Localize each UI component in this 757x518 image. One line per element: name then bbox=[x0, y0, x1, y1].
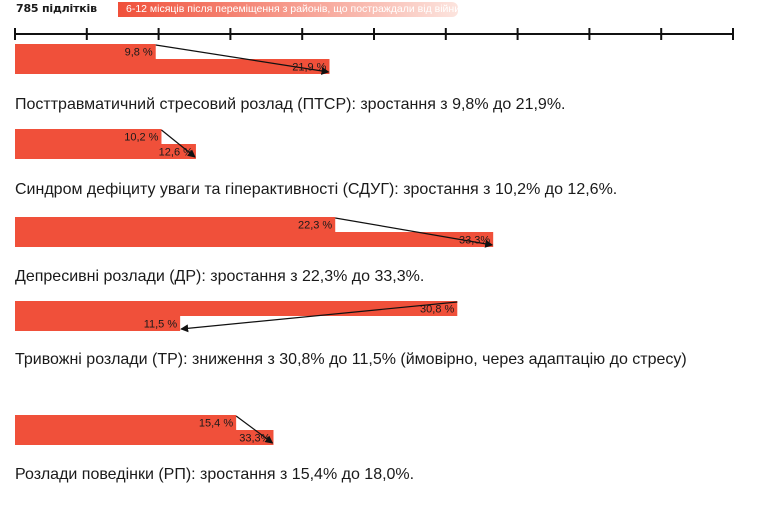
bar-before bbox=[15, 415, 237, 430]
bar-after bbox=[15, 316, 181, 331]
period-banner: 6-12 місяців після переміщення з районів… bbox=[118, 2, 460, 17]
bar-after bbox=[15, 144, 196, 159]
change-arrow bbox=[235, 415, 274, 444]
bar-before bbox=[15, 129, 162, 144]
caption-text: Посттравматичний стресовий розлад (ПТСР)… bbox=[15, 96, 566, 113]
bar-after bbox=[15, 232, 494, 247]
caption-text: Депресивні розлади (ДР): зростання з 22,… bbox=[15, 268, 425, 285]
caption-text: Синдром дефіциту уваги та гіперактивност… bbox=[15, 181, 618, 198]
sample-size-label: 785 підлітків bbox=[16, 2, 97, 15]
bar-before bbox=[15, 217, 336, 232]
value-label-before: 9,8 % bbox=[125, 47, 153, 59]
change-arrow bbox=[161, 129, 196, 158]
value-label-before: 22,3 % bbox=[298, 220, 332, 232]
caption-text: Тривожні розлади (ТР): зниження з 30,8% … bbox=[15, 351, 687, 368]
bar-after bbox=[15, 59, 330, 74]
value-label-before: 10,2 % bbox=[124, 132, 158, 144]
change-arrow bbox=[155, 44, 330, 75]
value-label-before: 15,4 % bbox=[199, 418, 233, 430]
change-arrow bbox=[335, 217, 494, 248]
change-arrow bbox=[180, 301, 458, 333]
bar-after bbox=[15, 430, 274, 445]
value-label-after: 11,5 % bbox=[144, 319, 178, 331]
value-label-after: 12,6 % bbox=[159, 147, 193, 159]
bar-before bbox=[15, 44, 156, 59]
value-label-before: 30,8 % bbox=[420, 304, 454, 316]
caption-text: Розлади поведінки (РП): зростання з 15,4… bbox=[15, 466, 415, 483]
